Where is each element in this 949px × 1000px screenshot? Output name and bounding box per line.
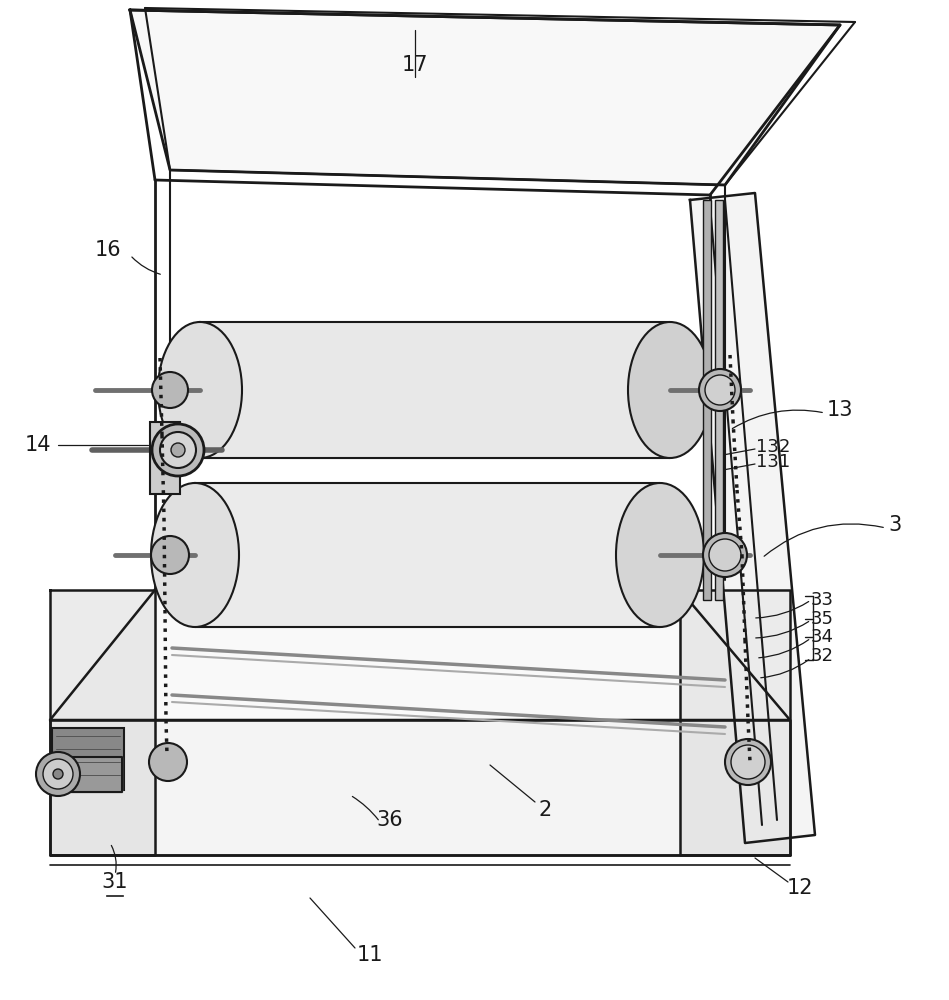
Text: 36: 36 <box>377 810 403 830</box>
Bar <box>52 728 124 790</box>
Polygon shape <box>130 10 840 185</box>
Text: 34: 34 <box>810 628 833 646</box>
Polygon shape <box>50 590 155 855</box>
Text: 2: 2 <box>538 800 551 820</box>
Text: 16: 16 <box>95 240 121 260</box>
Ellipse shape <box>699 369 741 411</box>
Bar <box>715 200 723 600</box>
Ellipse shape <box>43 759 73 789</box>
Ellipse shape <box>731 745 765 779</box>
Text: 13: 13 <box>827 400 853 420</box>
Ellipse shape <box>703 533 747 577</box>
Ellipse shape <box>158 322 242 458</box>
Text: 132: 132 <box>755 438 791 456</box>
Ellipse shape <box>725 739 771 785</box>
Bar <box>703 200 711 600</box>
Ellipse shape <box>160 432 196 468</box>
Polygon shape <box>680 590 790 855</box>
Text: 12: 12 <box>787 878 813 898</box>
Polygon shape <box>50 720 790 855</box>
Text: 14: 14 <box>25 435 51 455</box>
Ellipse shape <box>152 372 188 408</box>
Ellipse shape <box>709 539 741 571</box>
Ellipse shape <box>616 483 704 627</box>
Text: 11: 11 <box>357 945 383 965</box>
Ellipse shape <box>171 443 185 457</box>
Polygon shape <box>690 193 815 843</box>
Text: 31: 31 <box>102 872 128 892</box>
Ellipse shape <box>151 536 189 574</box>
Text: 35: 35 <box>810 610 833 628</box>
Polygon shape <box>200 322 670 458</box>
Ellipse shape <box>151 483 239 627</box>
Ellipse shape <box>152 424 204 476</box>
Text: 131: 131 <box>755 453 791 471</box>
Bar <box>150 422 180 494</box>
Ellipse shape <box>705 375 735 405</box>
Polygon shape <box>195 483 660 627</box>
Ellipse shape <box>149 743 187 781</box>
Text: 17: 17 <box>401 55 428 75</box>
Polygon shape <box>58 757 122 792</box>
Ellipse shape <box>53 769 63 779</box>
Text: 33: 33 <box>810 591 833 609</box>
Ellipse shape <box>36 752 80 796</box>
Text: 3: 3 <box>888 515 902 535</box>
Ellipse shape <box>628 322 712 458</box>
Text: 32: 32 <box>810 647 833 665</box>
Polygon shape <box>50 590 790 720</box>
